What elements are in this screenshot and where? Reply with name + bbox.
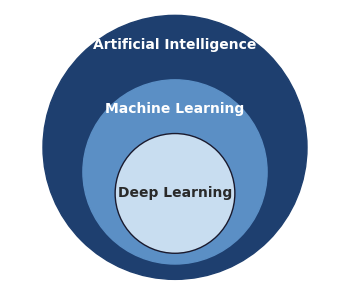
Text: Machine Learning: Machine Learning (105, 102, 245, 116)
Text: Artificial Intelligence: Artificial Intelligence (93, 37, 257, 52)
Circle shape (115, 134, 235, 253)
Text: Deep Learning: Deep Learning (118, 186, 232, 200)
Circle shape (43, 15, 307, 279)
Circle shape (83, 80, 267, 264)
